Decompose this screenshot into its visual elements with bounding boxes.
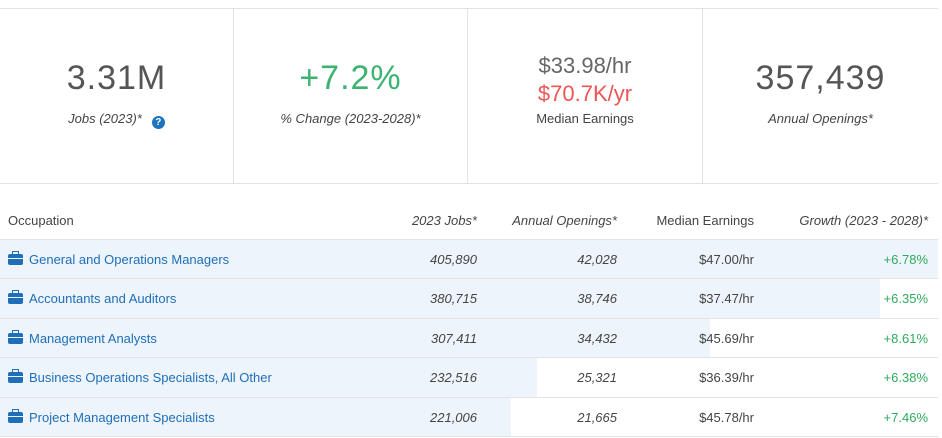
openings-cell: 42,028 bbox=[577, 252, 617, 267]
openings-cell: 38,746 bbox=[577, 291, 617, 307]
occupation-link[interactable]: Accountants and Auditors bbox=[8, 290, 177, 307]
jobs-cell: 307,411 bbox=[430, 330, 477, 346]
earnings-cell: $36.39/hr bbox=[699, 370, 754, 386]
briefcase-icon bbox=[8, 329, 23, 344]
table-row: Project Management Specialists 221,006 2… bbox=[0, 397, 938, 437]
earnings-cell: $45.69/hr bbox=[699, 330, 754, 346]
change-value: +7.2% bbox=[299, 59, 402, 97]
openings-cell: 25,321 bbox=[577, 370, 617, 386]
table-row: Business Operations Specialists, All Oth… bbox=[0, 358, 938, 398]
growth-cell: +6.35% bbox=[883, 291, 928, 307]
growth-cell: +6.78% bbox=[883, 252, 928, 267]
stat-change: +7.2% % Change (2023-2028)* bbox=[234, 9, 468, 183]
help-icon[interactable]: ? bbox=[151, 116, 165, 129]
jobs-cell: 405,890 bbox=[430, 252, 477, 267]
jobs-share-bar bbox=[0, 397, 512, 436]
table-row: Accountants and Auditors 380,715 38,746 … bbox=[0, 279, 938, 319]
jobs-cell: 232,516 bbox=[430, 370, 477, 386]
jobs-caption: Jobs (2023)*? bbox=[0, 111, 233, 129]
jobs-share-bar bbox=[0, 358, 538, 397]
occupation-name[interactable]: Project Management Specialists bbox=[29, 409, 215, 425]
summary-stats: 3.31M Jobs (2023)*? +7.2% % Change (2023… bbox=[0, 8, 938, 184]
table-header: Occupation 2023 Jobs* Annual Openings* M… bbox=[0, 202, 938, 240]
growth-cell: +8.61% bbox=[883, 330, 928, 346]
earnings-cell: $45.78/hr bbox=[699, 409, 754, 425]
openings-caption: Annual Openings* bbox=[768, 111, 873, 126]
header-jobs[interactable]: 2023 Jobs* bbox=[411, 213, 477, 228]
jobs-share-bar bbox=[0, 318, 711, 358]
header-earnings[interactable]: Median Earnings bbox=[656, 213, 754, 228]
occupation-link[interactable]: General and Operations Managers bbox=[8, 251, 230, 267]
occupation-name[interactable]: Business Operations Specialists, All Oth… bbox=[29, 370, 272, 386]
occupation-link[interactable]: Management Analysts bbox=[8, 329, 157, 346]
jobs-value: 3.31M bbox=[66, 59, 167, 97]
earnings-cell: $47.00/hr bbox=[699, 252, 754, 267]
growth-cell: +6.38% bbox=[883, 370, 928, 386]
earnings-caption: Median Earnings bbox=[536, 111, 634, 126]
occupation-name[interactable]: General and Operations Managers bbox=[29, 252, 230, 267]
change-caption: % Change (2023-2028)* bbox=[280, 111, 421, 126]
jobs-share-bar bbox=[0, 279, 880, 318]
growth-cell: +7.46% bbox=[883, 409, 928, 425]
earnings-hourly: $33.98/hr bbox=[538, 53, 632, 78]
table-row: General and Operations Managers 405,890 … bbox=[0, 240, 938, 280]
briefcase-icon bbox=[8, 369, 23, 384]
stat-jobs: 3.31M Jobs (2023)*? bbox=[0, 9, 234, 183]
earnings-yearly: $70.7K/yr bbox=[537, 81, 633, 106]
briefcase-icon bbox=[8, 408, 23, 423]
openings-cell: 34,432 bbox=[577, 330, 617, 346]
openings-value: 357,439 bbox=[755, 59, 886, 97]
jobs-share-bar bbox=[0, 240, 938, 279]
stat-earnings: $33.98/hr $70.7K/yr Median Earnings bbox=[468, 9, 703, 183]
jobs-caption-text: Jobs (2023)* bbox=[68, 111, 142, 126]
stat-openings: 357,439 Annual Openings* bbox=[703, 9, 938, 183]
briefcase-icon bbox=[8, 251, 23, 265]
header-openings[interactable]: Annual Openings* bbox=[512, 213, 617, 228]
occupation-link[interactable]: Project Management Specialists bbox=[8, 408, 215, 425]
occupation-name[interactable]: Accountants and Auditors bbox=[29, 291, 177, 307]
occupation-link[interactable]: Business Operations Specialists, All Oth… bbox=[8, 369, 272, 386]
occupation-table: Occupation 2023 Jobs* Annual Openings* M… bbox=[0, 202, 938, 437]
openings-cell: 21,665 bbox=[577, 409, 617, 425]
header-occupation[interactable]: Occupation bbox=[8, 213, 74, 228]
header-growth[interactable]: Growth (2023 - 2028)* bbox=[799, 213, 928, 228]
occupation-name[interactable]: Management Analysts bbox=[29, 330, 157, 346]
briefcase-icon bbox=[8, 290, 23, 305]
earnings-cell: $37.47/hr bbox=[699, 291, 754, 307]
jobs-cell: 221,006 bbox=[430, 409, 477, 425]
table-row: Management Analysts 307,411 34,432 $45.6… bbox=[0, 318, 938, 359]
jobs-cell: 380,715 bbox=[430, 291, 477, 307]
